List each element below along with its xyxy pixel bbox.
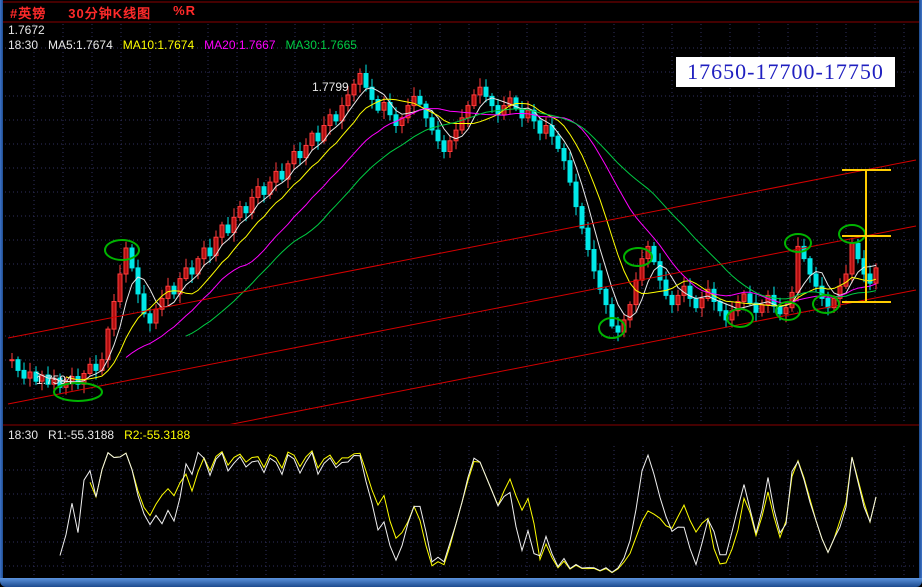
r1-value-label: R1:-55.3188 [48,428,115,442]
ma20-label: MA20:1.7667 [204,38,276,52]
peak-price-label: 1.7799 [312,80,349,94]
low-price-label: 1.7594 [36,373,73,387]
symbol-label: #英镑 [10,6,47,21]
ma-values-row: 18:30 MA5:1.7674 MA10:1.7674 MA20:1.7667… [8,38,357,52]
ma5-label: MA5:1.7674 [48,38,113,52]
indicator-time-label: 18:30 [8,428,39,442]
price-target-annotation[interactable]: 17650-17700-17750 [676,57,895,87]
r2-value-label: R2:-55.3188 [124,428,191,442]
chart-titlebar: #英镑 30分钟K线图 %R [10,3,196,21]
window-border-right[interactable] [919,0,922,579]
ma30-label: MA30:1.7665 [285,38,357,52]
latest-price-label: 1.7672 [8,23,45,37]
window-border-bottom[interactable] [0,578,922,587]
window-border-left[interactable] [0,0,3,579]
indicator-name-label: %R [173,3,197,18]
ma10-label: MA10:1.7674 [122,38,195,52]
period-label: 30分钟K线图 [68,6,152,21]
percent-r-values-row: 18:30 R1:-55.3188 R2:-55.3188 [8,428,190,442]
time-label: 18:30 [8,38,39,52]
